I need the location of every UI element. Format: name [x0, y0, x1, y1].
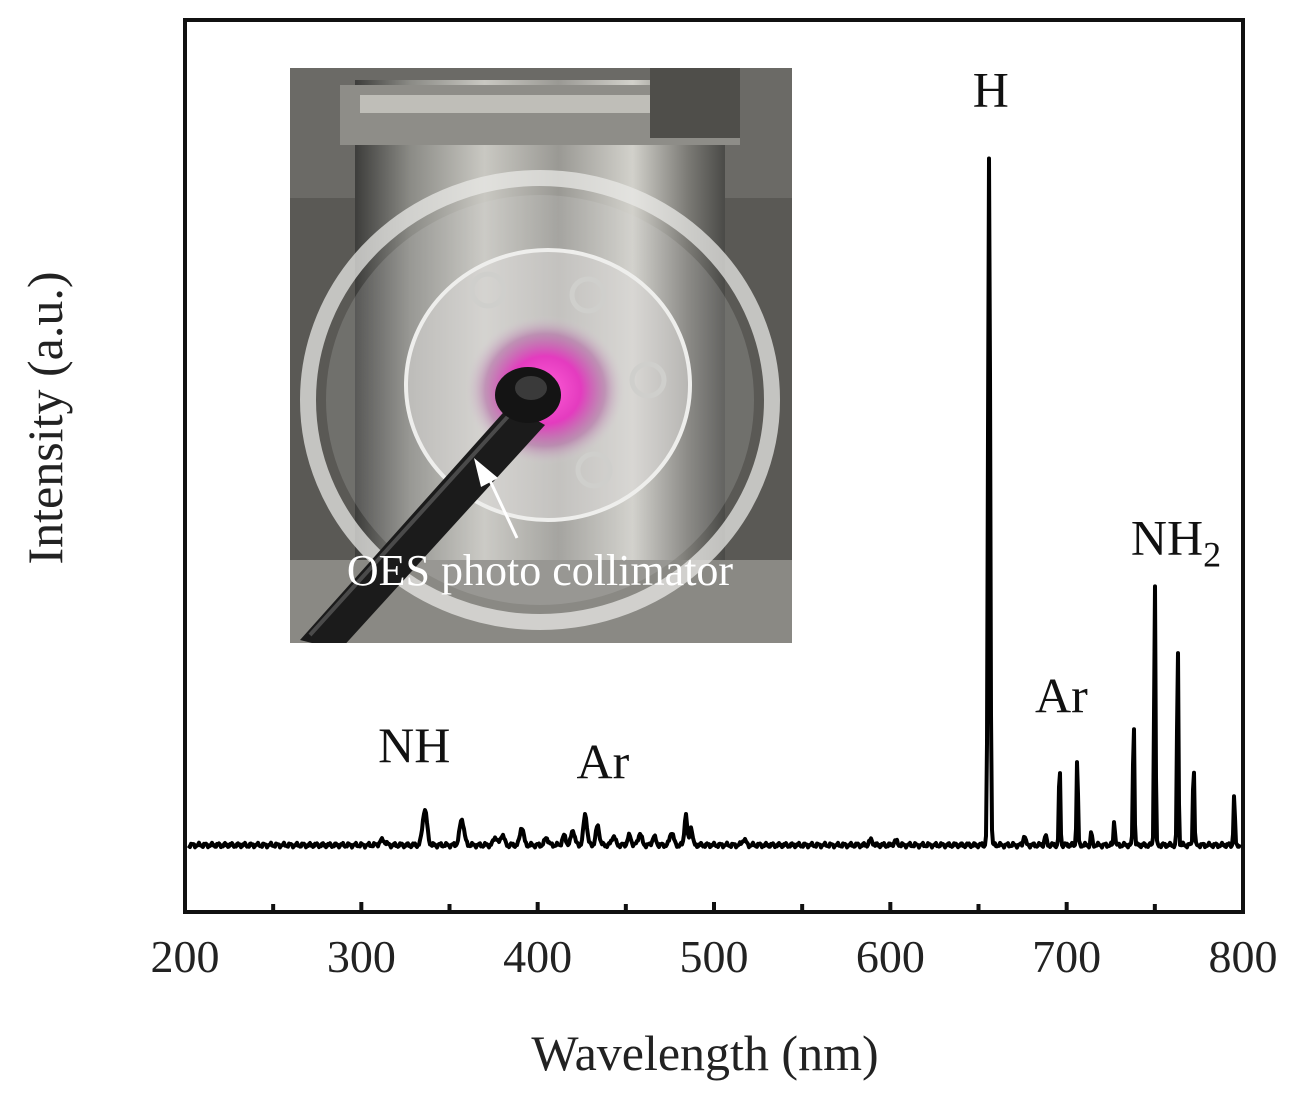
x-tick-label: 400 — [503, 931, 572, 982]
x-tick-label: 200 — [151, 931, 220, 982]
x-tick-label: 600 — [856, 931, 925, 982]
peak-label: NH2 — [1131, 510, 1221, 575]
x-tick-label: 500 — [680, 931, 749, 982]
x-tick-label: 300 — [327, 931, 396, 982]
x-tick-label: 700 — [1032, 931, 1101, 982]
peak-label: NH — [378, 717, 450, 773]
y-axis-title: Intensity (a.u.) — [17, 272, 73, 565]
x-tick-label: 800 — [1209, 931, 1278, 982]
x-axis-tick-labels: 200 300 400 500 600 700 800 — [151, 931, 1278, 982]
spectrum-line — [186, 156, 1242, 850]
inset-photo — [290, 68, 792, 643]
x-axis-ticks — [183, 902, 1245, 912]
inset-label: OES photo collimator — [347, 546, 734, 595]
peak-annotations: NH Ar H Ar NH2 — [378, 61, 1221, 789]
x-axis-title: Wavelength (nm) — [531, 1025, 878, 1081]
peak-label: H — [973, 61, 1009, 117]
peak-label: Ar — [577, 734, 630, 790]
peak-label: Ar — [1035, 667, 1088, 723]
